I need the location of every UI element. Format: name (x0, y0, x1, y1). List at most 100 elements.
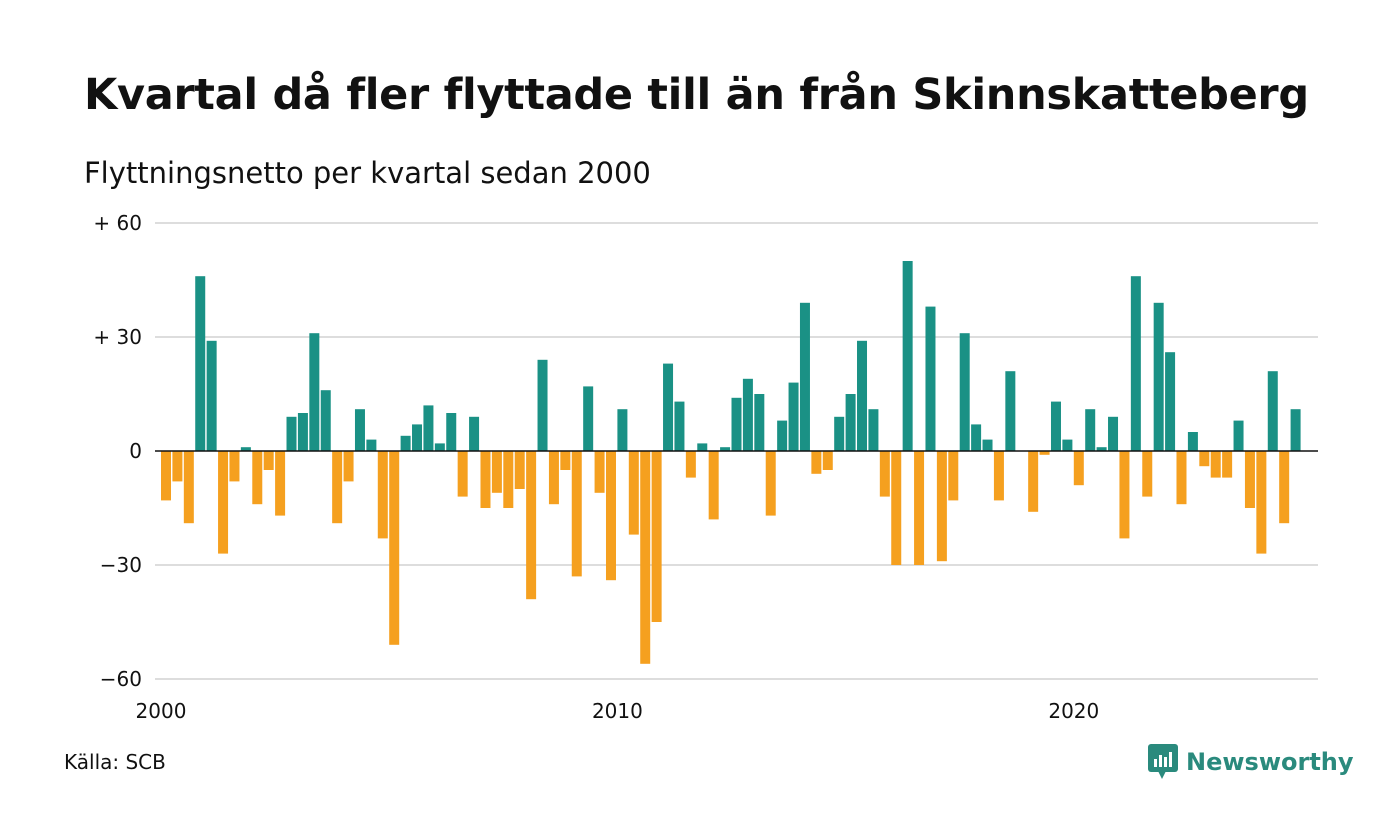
x-tick-label: 2010 (592, 699, 643, 723)
bar (1062, 439, 1073, 451)
bar (286, 416, 297, 451)
bar (548, 451, 559, 505)
bar (309, 333, 320, 451)
y-tick-label: −30 (100, 553, 142, 577)
bar (343, 451, 354, 482)
newsworthy-logo-icon (1148, 744, 1178, 779)
bar (594, 451, 605, 493)
bar (377, 451, 388, 539)
bar (446, 413, 457, 451)
bar (583, 386, 594, 451)
bar (742, 378, 753, 451)
bar (993, 451, 1004, 501)
bar (263, 451, 274, 470)
bar (868, 409, 879, 451)
bar (936, 451, 947, 562)
bar (788, 382, 799, 451)
bar (480, 451, 491, 508)
bar (720, 447, 731, 451)
bar (1165, 352, 1176, 451)
bar (389, 451, 400, 645)
bar (765, 451, 776, 516)
bar (1222, 451, 1233, 478)
bar (651, 451, 662, 622)
bar (457, 451, 468, 497)
bar (366, 439, 377, 451)
bar (240, 447, 251, 451)
bar (685, 451, 696, 478)
bar (834, 416, 845, 451)
bar (206, 340, 217, 451)
bar (1210, 451, 1221, 478)
bars (161, 261, 1301, 664)
bar (674, 401, 685, 451)
bar (605, 451, 616, 581)
bar (1096, 447, 1107, 451)
bar (959, 333, 970, 451)
x-tick-label: 2020 (1048, 699, 1099, 723)
bar (777, 420, 788, 451)
bar (1290, 409, 1301, 451)
brand-logo: Newsworthy (1148, 744, 1354, 780)
bar (252, 451, 263, 505)
bar (1256, 451, 1267, 554)
brand-name: Newsworthy (1186, 748, 1354, 776)
y-tick-label: + 30 (93, 325, 142, 349)
bar (1199, 451, 1210, 467)
bar (811, 451, 822, 474)
bar (172, 451, 183, 482)
bar (731, 397, 742, 451)
bar (708, 451, 719, 520)
bar (412, 424, 423, 451)
bar (1279, 451, 1290, 524)
axes: + 60 + 30 0 −30 −60 2000 2010 2020 (93, 211, 1318, 723)
bar (697, 443, 708, 451)
bar (754, 394, 765, 451)
bar (1142, 451, 1153, 497)
bar (195, 276, 206, 451)
bar (1005, 371, 1016, 451)
bar (400, 435, 411, 451)
bar (879, 451, 890, 497)
bar (617, 409, 628, 451)
bar (183, 451, 194, 524)
bar (1176, 451, 1187, 505)
bar (161, 451, 171, 501)
bar (914, 451, 925, 565)
bar (822, 451, 833, 470)
bar (628, 451, 639, 535)
bar (891, 451, 902, 565)
bar (297, 413, 308, 451)
bar (971, 424, 982, 451)
bar (902, 261, 913, 451)
bar (1108, 416, 1119, 451)
y-tick-label: + 60 (93, 211, 142, 235)
bar (1028, 451, 1039, 512)
bar (514, 451, 525, 489)
bar (1267, 371, 1278, 451)
bar (1119, 451, 1130, 539)
bar (560, 451, 571, 470)
bar (845, 394, 856, 451)
bar (663, 363, 674, 451)
bar (526, 451, 537, 600)
bar (491, 451, 502, 493)
bar (320, 390, 331, 451)
bar (1050, 401, 1061, 451)
bar (948, 451, 959, 501)
grid-lines (155, 222, 1318, 680)
bar (1085, 409, 1096, 451)
bar (354, 409, 365, 451)
bar (1233, 420, 1244, 451)
bar (423, 405, 434, 451)
bar (982, 439, 993, 451)
bar (469, 416, 480, 451)
y-tick-label: 0 (129, 439, 142, 463)
bar (1073, 451, 1084, 486)
bar (1130, 276, 1141, 451)
bar (537, 359, 548, 451)
bar (229, 451, 240, 482)
source-note: Källa: SCB (64, 750, 166, 774)
bar (1187, 432, 1198, 451)
